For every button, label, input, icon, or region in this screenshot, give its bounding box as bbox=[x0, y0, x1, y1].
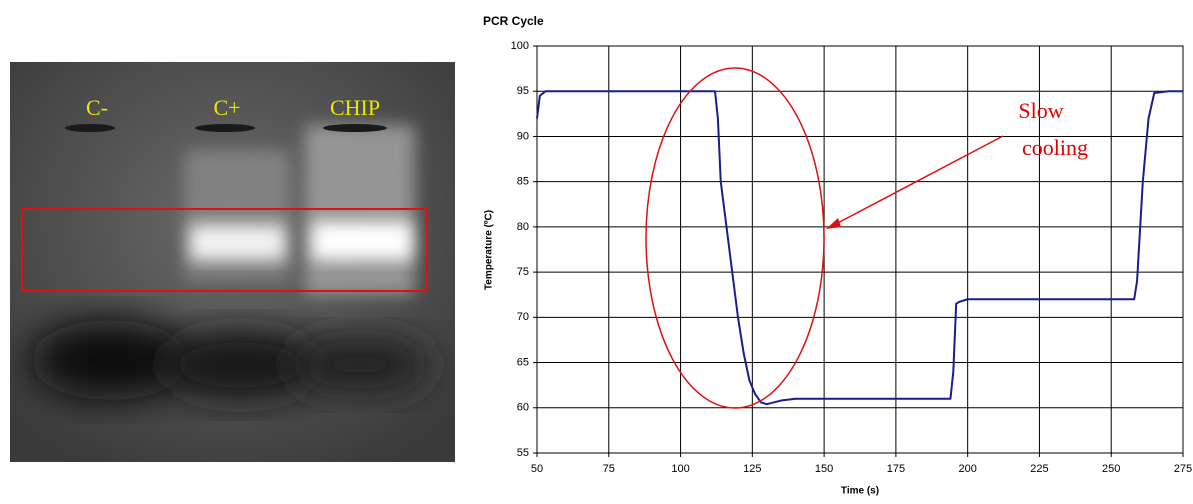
y-tick-label: 55 bbox=[517, 447, 529, 459]
y-tick-label: 80 bbox=[517, 221, 529, 233]
y-axis-label: Temperature (ºC) bbox=[484, 210, 495, 290]
y-tick-label: 75 bbox=[517, 266, 529, 278]
y-tick-label: 90 bbox=[517, 130, 529, 142]
x-tick-label: 275 bbox=[1174, 463, 1192, 475]
x-tick-label: 50 bbox=[531, 463, 543, 475]
x-tick-label: 100 bbox=[671, 463, 689, 475]
lane-label: CHIP bbox=[330, 95, 380, 120]
line bbox=[536, 90, 1183, 406]
x-tick-label: 200 bbox=[958, 463, 976, 475]
lane-label: C+ bbox=[213, 95, 240, 120]
highlight-ellipse bbox=[645, 67, 825, 409]
x-tick-label: 75 bbox=[603, 463, 615, 475]
x-tick-label: 250 bbox=[1102, 463, 1120, 475]
plot: 55 60 65 70 75 80 85 90 95 100 50 75 100 125 150 175 200… bbox=[511, 40, 1193, 475]
lane-label: C- bbox=[86, 95, 108, 120]
y-tick-label: 100 bbox=[511, 40, 529, 52]
annotation: cooling bbox=[1022, 135, 1088, 160]
y-tick-label: 60 bbox=[517, 402, 529, 414]
x-tick-label: 150 bbox=[815, 463, 833, 475]
arrow bbox=[831, 135, 1004, 227]
y-tick-label: 65 bbox=[517, 356, 529, 368]
y-tick-label: 70 bbox=[517, 311, 529, 323]
x-axis-label: Time (s) bbox=[841, 486, 879, 497]
x-tick-label: 125 bbox=[743, 463, 761, 475]
x-tick-label: 175 bbox=[887, 463, 905, 475]
arrow-head bbox=[826, 218, 841, 229]
annotation: Slow bbox=[1018, 98, 1063, 123]
plot-area bbox=[536, 45, 1184, 454]
gel-image: C- C+ CHIP bbox=[10, 62, 455, 462]
y-tick-label: 95 bbox=[517, 85, 529, 97]
chart-title: PCR Cycle bbox=[483, 14, 544, 28]
y-tick-label: 85 bbox=[517, 176, 529, 188]
x-tick-label: 225 bbox=[1030, 463, 1048, 475]
highlight-box bbox=[21, 208, 428, 292]
